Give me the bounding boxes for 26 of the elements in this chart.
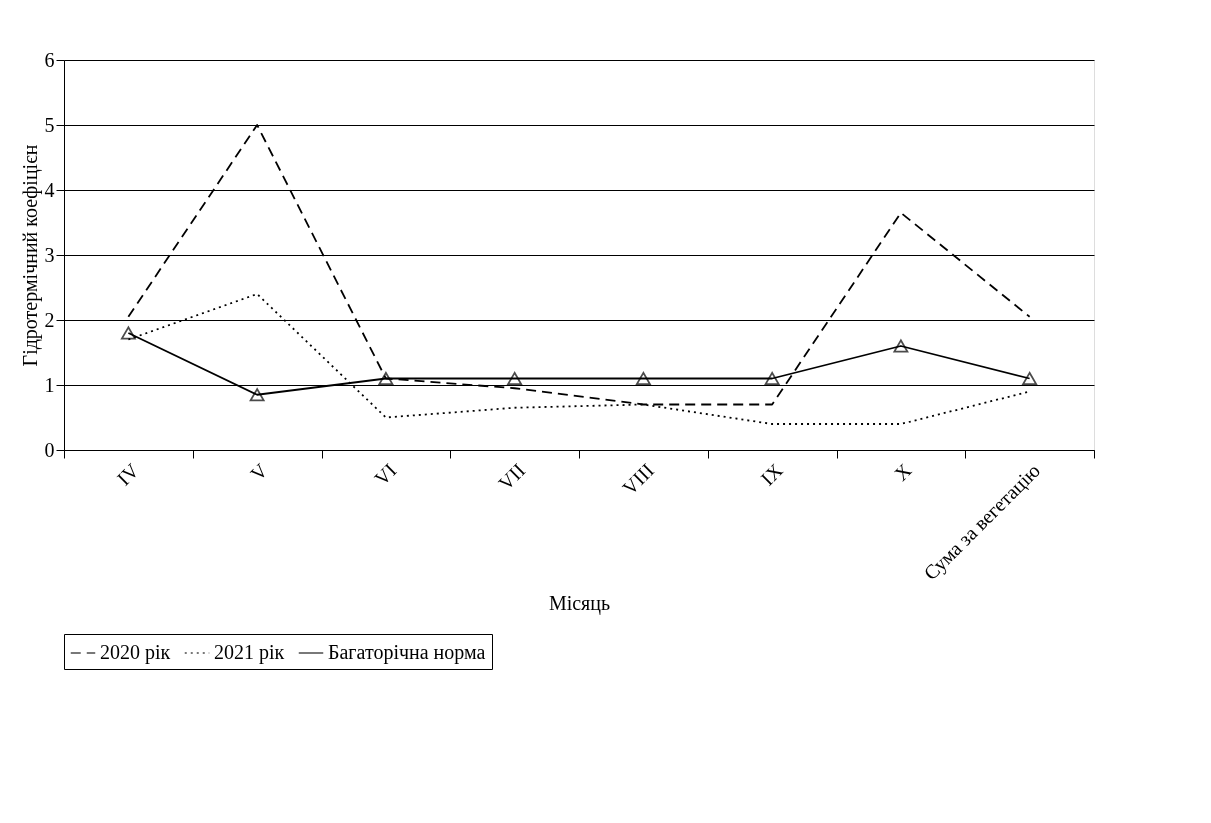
- point: [893, 339, 909, 353]
- point: [635, 371, 651, 386]
- x-axis-title: Місяць: [548, 592, 611, 616]
- point: [1022, 371, 1038, 386]
- x-tick-label: VII: [494, 459, 530, 495]
- point: [764, 371, 780, 386]
- y-tick-label: 3: [44, 243, 55, 266]
- x-tick-label: VI: [370, 459, 401, 490]
- point: [507, 371, 523, 386]
- x-tick-label: IV: [112, 458, 144, 490]
- y-tick-label: 5: [44, 113, 55, 136]
- y-tick-label: 4: [44, 178, 55, 201]
- legend-label: 2021 рік: [214, 641, 285, 664]
- y-tick-label: 2: [44, 308, 55, 331]
- legend-label: Багаторічна норма: [328, 641, 486, 664]
- legend-label: 2020 рік: [100, 641, 171, 664]
- x-tick-label: V: [245, 458, 273, 485]
- y-tick-label: 6: [44, 48, 55, 71]
- x-tick-label: VIII: [618, 459, 659, 499]
- y-axis-title: Гідротермічний коефіцієн: [18, 144, 42, 367]
- point: [249, 388, 265, 402]
- x-tick-label: IX: [756, 458, 788, 490]
- x-tick-label: X: [889, 458, 916, 485]
- point: [120, 326, 136, 340]
- y-tick-label: 1: [44, 373, 55, 396]
- y-tick-label: 0: [44, 438, 55, 461]
